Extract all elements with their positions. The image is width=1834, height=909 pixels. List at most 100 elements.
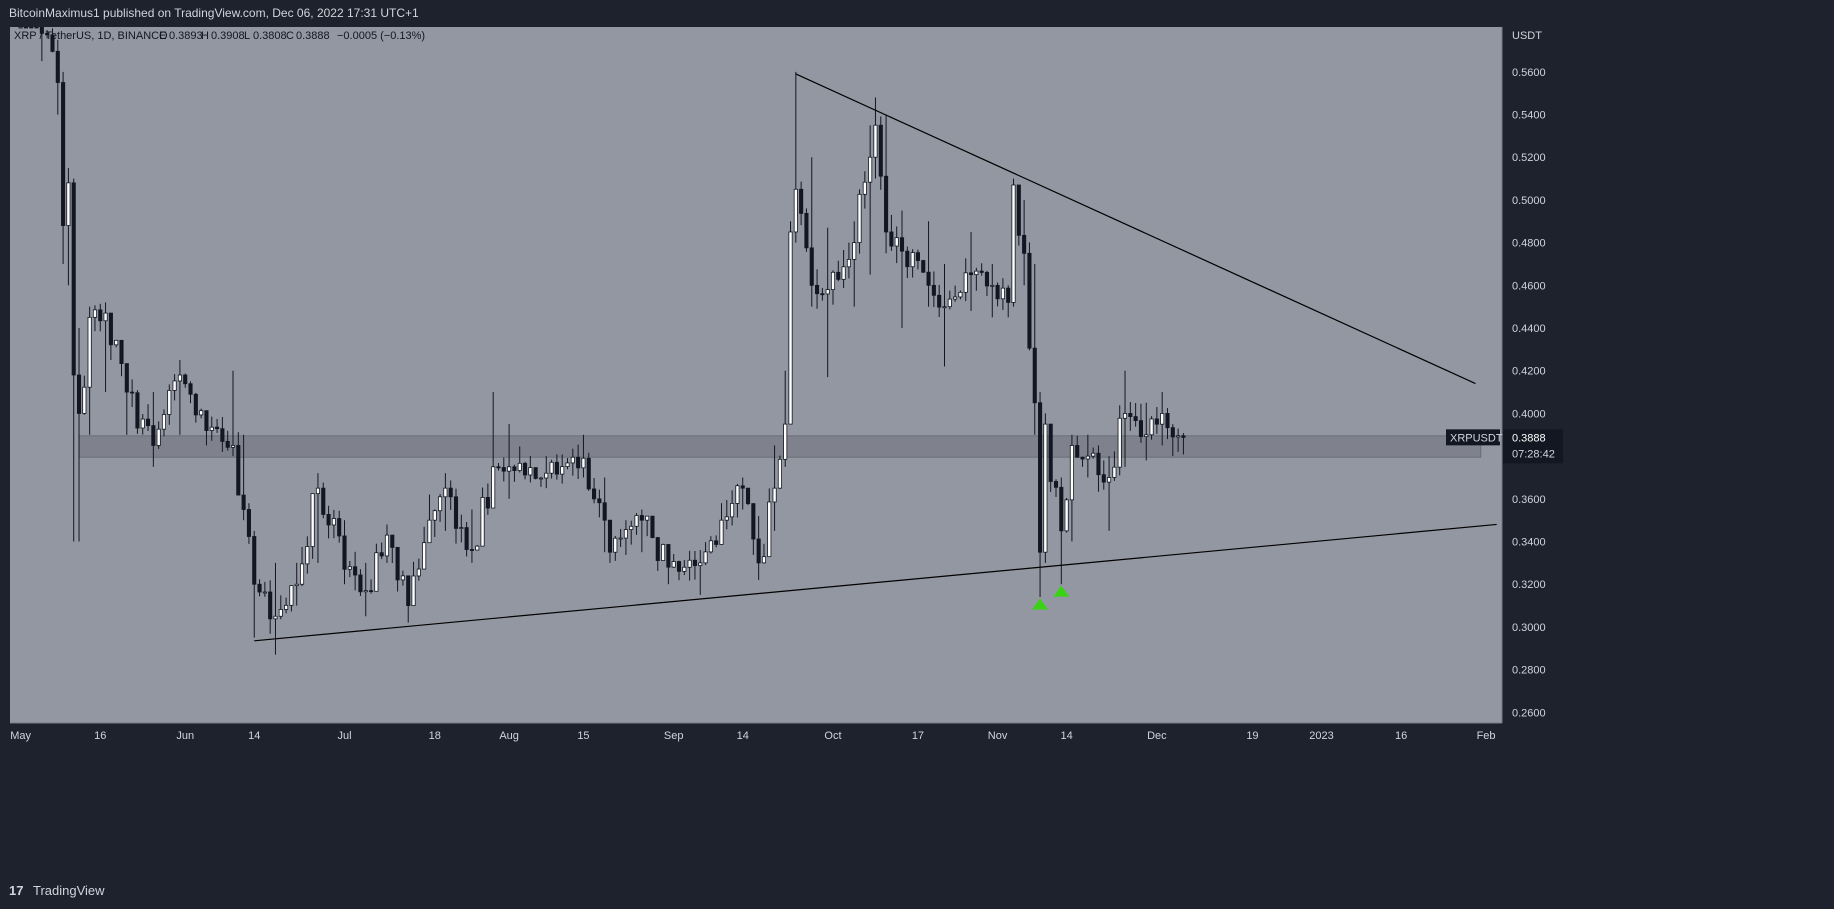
candle — [873, 97, 878, 179]
candle-body-down — [236, 445, 241, 496]
candle-body-down — [756, 538, 761, 564]
candle — [76, 328, 82, 542]
candle-body-up — [1112, 466, 1117, 478]
candle — [241, 434, 246, 521]
candle — [1096, 445, 1101, 492]
time-axis[interactable]: May 16 Jun 14 Jul 18 Aug 15 Sep 14 Oct 17 Nov 14 Dec 19… — [10, 722, 1564, 748]
candle — [581, 434, 586, 478]
candle-body-down — [836, 271, 841, 280]
candle — [140, 413, 145, 435]
candle — [862, 171, 867, 209]
candle-body-up — [661, 544, 666, 561]
candle-body-up — [438, 496, 443, 512]
candle-body-up — [374, 552, 379, 592]
candle — [1064, 498, 1069, 533]
candle-body-down — [119, 339, 124, 364]
candle-body-down — [76, 374, 82, 414]
candle-body-down — [406, 575, 411, 606]
candle — [337, 510, 342, 543]
candle-body-up — [767, 501, 772, 558]
price-tag-countdown: 07:28:42 — [1512, 448, 1555, 460]
candle-body-down — [268, 591, 273, 620]
candle-body-down — [905, 250, 910, 268]
publisher-header: BitcoinMaximus1 published on TradingView… — [0, 0, 1834, 27]
candle — [172, 374, 177, 401]
ohlc-low-value: 0.3808 — [253, 30, 287, 42]
candle — [613, 535, 618, 561]
candle — [549, 459, 554, 479]
candle-body-up — [719, 519, 724, 545]
candle — [841, 250, 846, 289]
candle — [777, 455, 782, 489]
candle — [968, 231, 974, 311]
candle — [130, 379, 135, 408]
candle-body-down — [1038, 402, 1043, 553]
candle-body-down — [1138, 420, 1143, 437]
candle-body-up — [103, 312, 108, 322]
candle-body-up — [427, 519, 432, 544]
plot-area[interactable] — [10, 27, 1502, 723]
candle-body-down — [204, 410, 209, 431]
up-arrow-marker — [1032, 598, 1049, 610]
candle-body-down — [1128, 413, 1133, 417]
candle-body-up — [209, 426, 214, 431]
price-tick-label: 0.5400 — [1512, 110, 1546, 122]
candle — [98, 303, 103, 332]
candle — [915, 249, 920, 270]
candle — [538, 476, 544, 487]
candle — [305, 536, 310, 574]
date-tick-label: Feb — [1477, 730, 1496, 742]
candle-body-down — [984, 271, 990, 287]
candle — [411, 561, 416, 606]
candle — [671, 554, 676, 568]
up-arrow-marker — [1053, 585, 1070, 597]
candle — [788, 221, 793, 425]
candle — [92, 305, 97, 332]
candle — [602, 477, 607, 553]
candle — [836, 260, 841, 282]
candle — [262, 581, 267, 597]
candle — [315, 473, 321, 563]
candle-body-down — [745, 487, 751, 505]
candle — [724, 500, 729, 530]
candle-body-up — [278, 609, 283, 617]
candle-body-down — [45, 33, 50, 36]
candle — [469, 509, 474, 563]
candle-body-down — [512, 466, 517, 471]
candle — [114, 339, 119, 348]
candle — [342, 520, 347, 585]
candle-body-down — [379, 552, 384, 557]
price-tag-value-bg — [1503, 429, 1563, 464]
candle — [772, 445, 777, 531]
date-tick-label: Oct — [824, 730, 841, 742]
candle — [793, 71, 798, 243]
candle — [533, 467, 538, 480]
candle — [82, 375, 87, 415]
candle-body-up — [544, 472, 549, 479]
candle-body-down — [1075, 445, 1080, 458]
chart-frame[interactable]: XRP / TetherUS, 1D, BINANCE O 0.3893 H 0… — [10, 27, 1819, 873]
candle — [29, 27, 34, 29]
candle-body-down — [390, 534, 395, 548]
candle-body-up — [1107, 477, 1112, 483]
candle-body-up — [953, 296, 958, 300]
tradingview-footer: 17 TradingView — [0, 873, 1834, 909]
candle — [395, 546, 400, 592]
candle-body-down — [464, 527, 469, 550]
price-axis[interactable]: USDT 0.2600 0.2800 0.3000 0.3200 0.3400 0.360… — [1501, 27, 1564, 723]
candle — [1117, 405, 1122, 476]
candle-body-down — [146, 418, 151, 427]
candlestick-chart[interactable]: XRP / TetherUS, 1D, BINANCE O 0.3893 H 0… — [10, 27, 1819, 873]
candle-body-up — [942, 306, 947, 309]
candle-body-down — [61, 82, 66, 226]
date-tick-label: Nov — [988, 730, 1008, 742]
candle-body-down — [815, 284, 820, 295]
support-zone — [78, 435, 1482, 458]
candle — [34, 27, 39, 29]
candle — [544, 456, 549, 489]
candle-body-down — [124, 363, 129, 393]
date-tick-label: 19 — [1246, 730, 1258, 742]
candle-body-down — [1154, 418, 1159, 425]
candle — [884, 114, 889, 254]
candle-body-down — [576, 456, 581, 469]
